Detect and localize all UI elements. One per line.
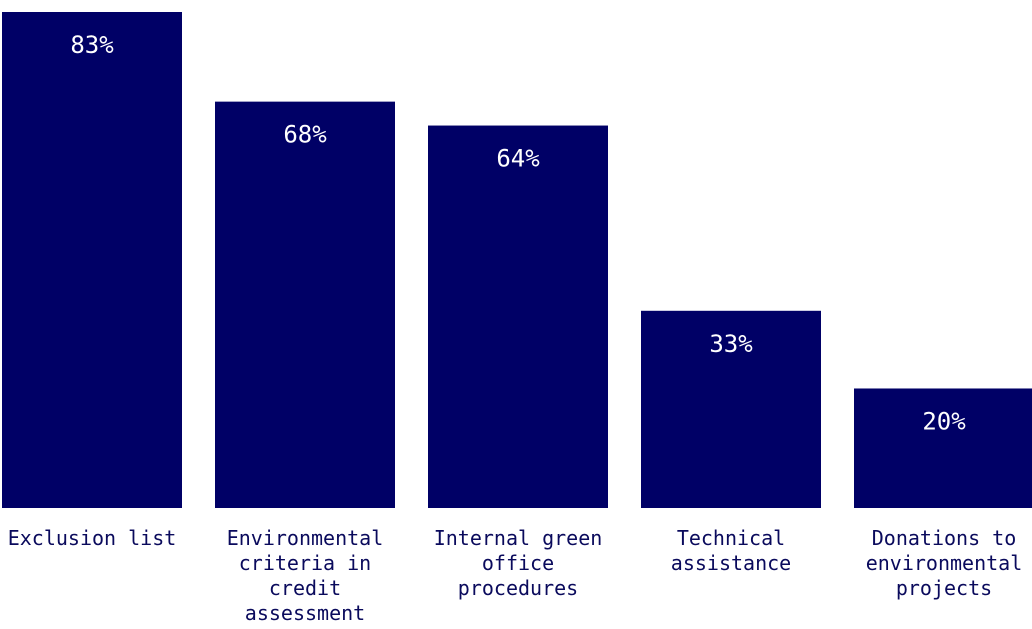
- bar-value-label-3: 33%: [709, 330, 753, 358]
- category-label-line: office: [482, 551, 554, 575]
- bar-4: [854, 388, 1032, 508]
- category-label-2: Internal green office procedures: [434, 526, 603, 600]
- category-label-line: Exclusion list: [8, 526, 177, 550]
- category-label-1: Environmental criteria in credit assessment: [227, 526, 384, 625]
- bar-value-label-4: 20%: [922, 407, 966, 435]
- bars-group: [2, 12, 1032, 509]
- category-label-line: criteria in: [239, 551, 371, 575]
- bar-3: [641, 310, 821, 508]
- category-label-3: Technical assistance: [671, 526, 791, 575]
- bar-0: [2, 12, 182, 508]
- category-label-line: environmental: [866, 551, 1023, 575]
- category-label-line: Environmental: [227, 526, 384, 550]
- category-label-0: Exclusion list: [8, 526, 177, 550]
- category-label-line: Donations to: [872, 526, 1017, 550]
- category-labels-group: Exclusion list Environmental criteria in cr…: [8, 526, 1023, 625]
- bar-value-label-2: 64%: [496, 145, 540, 173]
- category-label-line: assistance: [671, 551, 791, 575]
- category-label-line: procedures: [458, 576, 578, 600]
- category-label-line: assessment: [245, 601, 365, 625]
- category-label-line: credit: [269, 576, 341, 600]
- bar-2: [428, 125, 608, 508]
- category-label-line: projects: [896, 576, 992, 600]
- bar-1: [215, 101, 395, 509]
- value-labels-group: 83% 68% 64% 33% 20%: [70, 31, 966, 435]
- category-label-4: Donations to environmental projects: [866, 526, 1023, 600]
- bar-value-label-0: 83%: [70, 31, 114, 59]
- bar-value-label-1: 68%: [283, 121, 327, 149]
- category-label-line: Internal green: [434, 526, 603, 550]
- category-label-line: Technical: [677, 526, 785, 550]
